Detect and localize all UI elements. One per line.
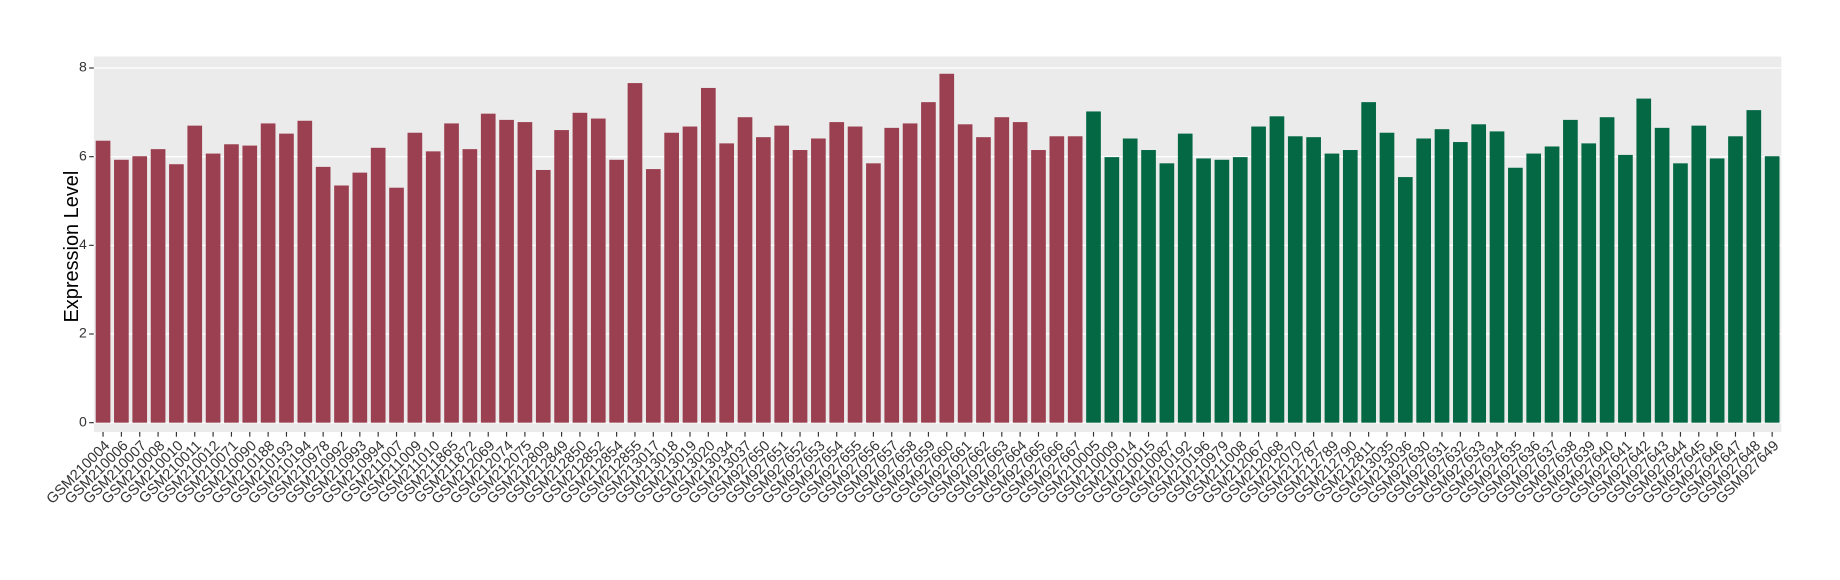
bar [664, 132, 679, 423]
bar [1067, 136, 1083, 423]
bar [1581, 143, 1597, 423]
bar [1397, 177, 1413, 423]
bar [1563, 119, 1578, 423]
bar [1031, 150, 1046, 423]
bar [939, 73, 955, 423]
bar [205, 153, 221, 423]
bar [921, 102, 936, 423]
bar [609, 159, 624, 423]
bar [1342, 150, 1358, 423]
bar [1086, 111, 1101, 423]
bar [976, 137, 991, 423]
bar [700, 87, 716, 423]
bar [1361, 102, 1376, 423]
bar [590, 118, 606, 423]
bar [756, 137, 771, 423]
bar [1196, 158, 1211, 423]
bar [1434, 129, 1450, 423]
bar [1709, 158, 1725, 423]
bar [1728, 136, 1743, 423]
y-tick-label: 8 [79, 59, 87, 75]
bar [811, 138, 826, 423]
bar [242, 145, 258, 423]
bar [884, 127, 900, 423]
bar [829, 122, 845, 423]
bar [1122, 138, 1138, 423]
y-axis-title: Expression Level [61, 171, 83, 323]
bar [1269, 116, 1285, 423]
bar [792, 150, 808, 423]
bar [315, 166, 331, 423]
y-tick-label: 4 [79, 236, 87, 252]
bar [1306, 137, 1321, 423]
bar [847, 126, 863, 423]
y-tick-label: 6 [79, 147, 87, 163]
bar [279, 133, 294, 423]
bar [150, 149, 166, 423]
bar [645, 169, 661, 423]
bar [1654, 127, 1670, 423]
bar [902, 123, 918, 423]
bar [1471, 124, 1487, 423]
bar [1379, 132, 1395, 423]
bar [480, 113, 496, 423]
bar [1012, 122, 1028, 423]
bar [352, 172, 368, 423]
bar [1159, 163, 1175, 423]
bar [627, 83, 643, 423]
bar [297, 120, 313, 423]
bar [1453, 142, 1468, 423]
bar [1544, 146, 1560, 423]
bar [1049, 136, 1065, 423]
bar [1177, 133, 1193, 423]
bar [1287, 136, 1303, 423]
bar [737, 117, 753, 423]
bar [462, 149, 478, 423]
bar [1232, 157, 1248, 423]
bar [169, 164, 184, 423]
bar [957, 124, 973, 423]
bar [1636, 98, 1652, 423]
bar [682, 126, 698, 423]
bar [224, 144, 239, 423]
bar [774, 125, 790, 423]
bar [1141, 150, 1156, 423]
bar [1764, 156, 1780, 423]
bar [1508, 167, 1523, 423]
bar [1691, 125, 1707, 423]
bar [187, 125, 203, 423]
bar [1618, 154, 1633, 423]
bar [1599, 117, 1615, 423]
bar [554, 130, 569, 423]
bar [425, 151, 441, 423]
bar [1251, 126, 1266, 423]
bar [1489, 131, 1505, 423]
bar [719, 143, 735, 423]
bar [1746, 110, 1762, 423]
y-tick-label: 0 [79, 413, 87, 429]
bar [1526, 153, 1542, 423]
bar [95, 140, 111, 423]
bar [517, 122, 533, 423]
bar [132, 156, 148, 423]
bar [114, 159, 129, 423]
bar [370, 147, 386, 423]
bar [1673, 163, 1688, 423]
bar [994, 117, 1010, 423]
bar [334, 185, 349, 423]
bar [535, 169, 551, 423]
bar [866, 163, 881, 423]
bar [444, 123, 459, 423]
bar [572, 112, 588, 423]
bar [407, 132, 423, 423]
y-tick-label: 2 [79, 325, 87, 341]
bar [1104, 157, 1120, 423]
bar [260, 123, 276, 423]
bar [499, 119, 514, 423]
bar [1214, 159, 1230, 423]
bar [1324, 153, 1340, 423]
bar [1416, 138, 1431, 423]
bar [389, 187, 404, 423]
